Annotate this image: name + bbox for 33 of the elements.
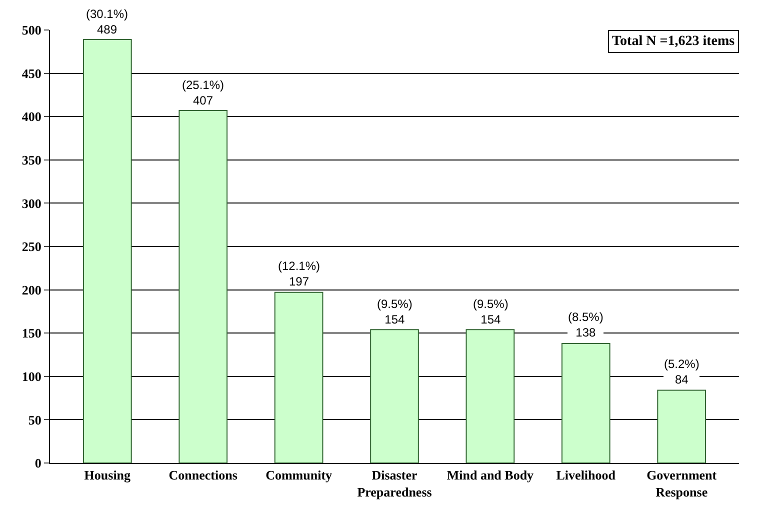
y-tick-label: 200: [22, 282, 42, 298]
bar: [657, 390, 706, 463]
y-tick-label: 50: [28, 412, 42, 428]
bar: [561, 342, 610, 463]
y-tick-label: 0: [34, 456, 42, 471]
data-label: (9.5%) 154: [473, 297, 508, 327]
x-tick-label: Housing: [84, 468, 132, 483]
y-tick-label: 100: [22, 368, 42, 384]
y-tick-label: 150: [22, 326, 42, 341]
data-label: (30.1%) 489: [86, 7, 128, 37]
data-label: (9.5%) 154: [377, 297, 412, 327]
x-tick-label: Disaster Preparedness: [357, 468, 432, 500]
bar: [370, 329, 419, 463]
bar: [82, 39, 132, 463]
y-tick-label: 400: [22, 109, 42, 124]
data-label: (12.1%) 197: [278, 259, 320, 289]
y-tick-label: 500: [22, 22, 42, 38]
x-tick-label: Community: [266, 468, 333, 483]
x-tick-label: Mind and Body: [446, 468, 534, 483]
bar: [178, 110, 228, 463]
data-label: (5.2%) 84: [664, 357, 700, 387]
bar: [466, 329, 515, 463]
y-tick-label: 250: [22, 239, 42, 254]
annotation: Total N =1,623 items: [612, 34, 736, 49]
bar: [274, 292, 324, 463]
x-tick-label: Government Response: [646, 468, 718, 500]
y-tick-label: 450: [22, 66, 42, 81]
data-label: (25.1%) 407: [182, 78, 224, 108]
x-tick-label: Livelihood: [556, 468, 616, 483]
x-tick-label: Connections: [168, 468, 238, 483]
y-tick-label: 350: [22, 152, 42, 168]
y-tick-label: 300: [22, 196, 42, 211]
data-label: (8.5%) 138: [568, 310, 604, 340]
